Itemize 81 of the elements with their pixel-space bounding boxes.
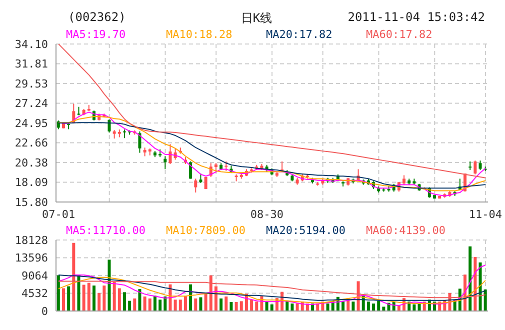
bar bbox=[484, 289, 487, 311]
bar bbox=[62, 288, 65, 311]
bar bbox=[164, 296, 167, 311]
bar bbox=[255, 302, 258, 311]
chart-title: 日K线 bbox=[240, 11, 272, 25]
text: MA60:4139.00 bbox=[366, 224, 446, 237]
text: MA5:19.70 bbox=[66, 28, 127, 41]
bar bbox=[82, 284, 86, 311]
text: MA10:18.28 bbox=[166, 28, 234, 41]
bar bbox=[366, 302, 370, 311]
y-tick-label: 15.80 bbox=[14, 196, 48, 209]
y-tick-label: 22.66 bbox=[14, 136, 48, 150]
bar bbox=[250, 300, 254, 311]
bar bbox=[220, 298, 223, 311]
bar bbox=[158, 300, 162, 311]
bar bbox=[372, 304, 376, 311]
bar bbox=[224, 296, 228, 311]
bar bbox=[352, 302, 355, 311]
bar bbox=[184, 296, 187, 311]
text: MA60:17.82 bbox=[366, 28, 434, 41]
y-tick-label: 27.24 bbox=[14, 97, 48, 110]
bar bbox=[204, 294, 208, 311]
bar bbox=[265, 302, 268, 311]
line-series bbox=[58, 44, 486, 178]
y-tick-label: 18128 bbox=[14, 234, 48, 247]
text: (002362) bbox=[68, 10, 126, 24]
x-tick-label: 07-01 bbox=[42, 208, 76, 221]
bar bbox=[199, 297, 202, 311]
bar bbox=[342, 302, 345, 311]
bar bbox=[377, 300, 380, 311]
bar bbox=[270, 304, 274, 311]
bar bbox=[412, 304, 416, 311]
bar bbox=[326, 304, 330, 311]
bar bbox=[138, 289, 142, 311]
bar bbox=[133, 298, 136, 311]
bar bbox=[98, 292, 101, 311]
bar bbox=[143, 296, 146, 311]
bar bbox=[148, 298, 152, 311]
y-tick-label: 29.53 bbox=[14, 77, 48, 90]
y-tick-label: 31.81 bbox=[14, 58, 48, 71]
x-tick-label: 11-04 bbox=[468, 208, 502, 221]
line-series bbox=[58, 264, 486, 306]
bar bbox=[122, 292, 126, 311]
y-tick-label: 20.38 bbox=[14, 156, 48, 170]
text: MA20:17.82 bbox=[266, 28, 334, 41]
y-tick-label: 9064 bbox=[22, 269, 48, 282]
bar bbox=[102, 286, 106, 311]
bar bbox=[230, 302, 233, 311]
bar bbox=[290, 304, 294, 311]
bar bbox=[209, 275, 212, 311]
text: MA5:11710.00 bbox=[66, 224, 146, 237]
bar bbox=[174, 300, 177, 311]
bar bbox=[77, 275, 80, 311]
bar bbox=[240, 301, 243, 311]
bar bbox=[118, 288, 121, 311]
y-tick-label: 13596 bbox=[14, 252, 48, 265]
bar bbox=[178, 300, 182, 311]
y-tick-label: 18.09 bbox=[14, 176, 48, 190]
x-tick-label: 08-30 bbox=[250, 208, 284, 221]
bar bbox=[382, 306, 386, 311]
text: MA20:5194.00 bbox=[266, 224, 346, 237]
y-tick-label: 4532 bbox=[22, 287, 48, 300]
bar bbox=[67, 286, 70, 311]
bar bbox=[194, 298, 198, 311]
y-tick-label: 0 bbox=[41, 304, 48, 318]
bar bbox=[234, 302, 238, 311]
bar bbox=[112, 282, 116, 311]
text: MA10:7809.00 bbox=[166, 224, 246, 237]
bar bbox=[56, 275, 60, 311]
bar bbox=[468, 246, 472, 311]
bar bbox=[92, 286, 96, 311]
line-series bbox=[58, 280, 486, 298]
y-tick-label: 24.95 bbox=[14, 116, 48, 130]
text: 2011-11-04 15:03:42 bbox=[348, 10, 485, 24]
y-tick-label: 34.10 bbox=[14, 38, 48, 51]
bar bbox=[153, 296, 156, 311]
bar bbox=[108, 260, 111, 311]
bar bbox=[128, 300, 132, 311]
bar bbox=[87, 282, 90, 311]
bar bbox=[296, 304, 299, 311]
bar bbox=[72, 242, 76, 311]
